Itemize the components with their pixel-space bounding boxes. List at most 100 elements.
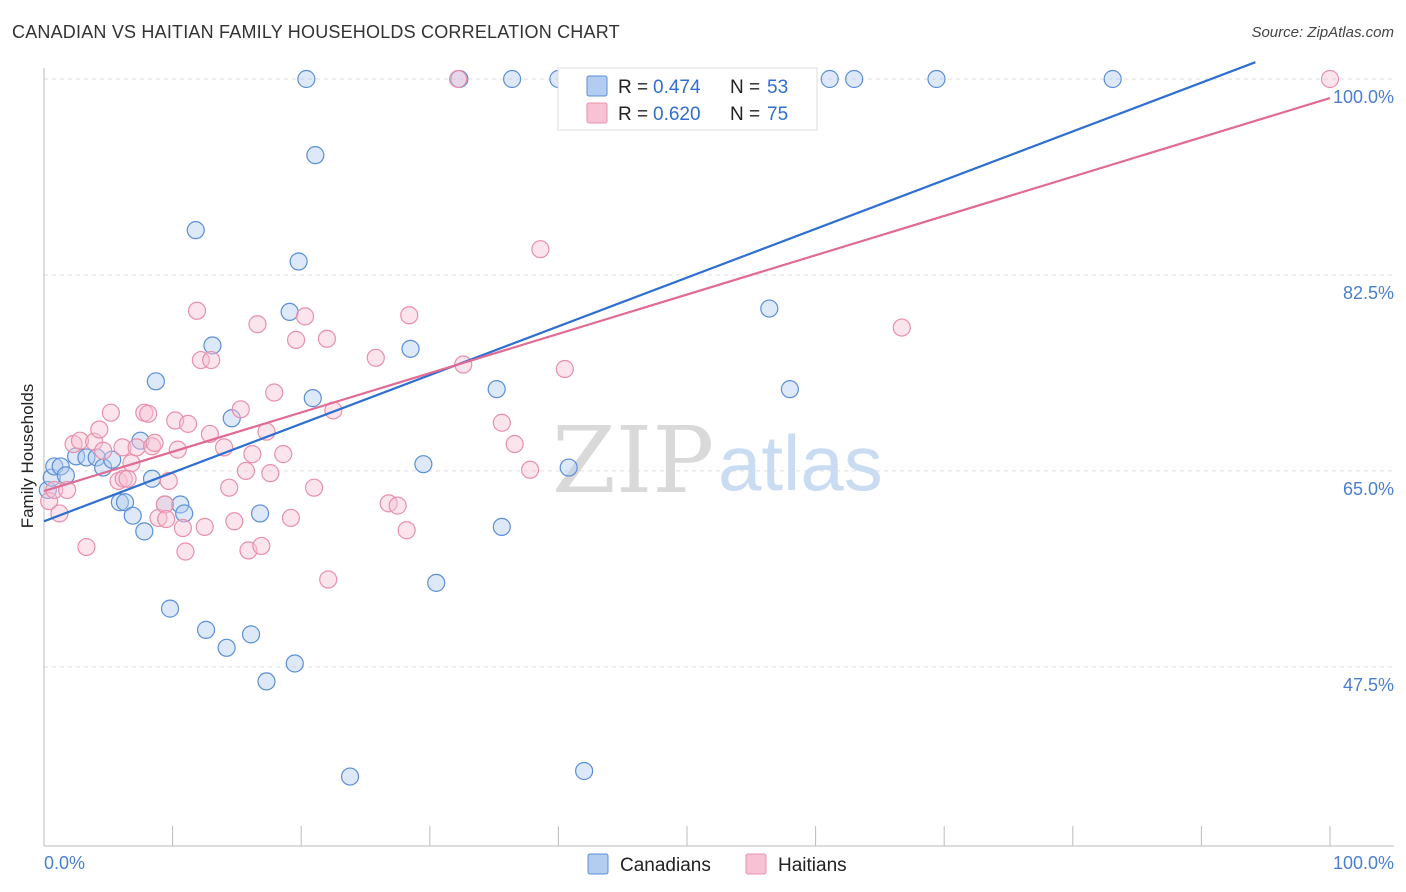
legend-r-value-canadians: 0.474 — [653, 77, 701, 98]
data-point-haitians — [113, 438, 132, 457]
legend-n-label-canadians: N = — [730, 77, 760, 98]
data-point-haitians — [70, 431, 90, 450]
data-point-canadians — [780, 380, 799, 399]
data-point-canadians — [820, 69, 839, 89]
data-point-canadians — [492, 517, 511, 536]
data-point-haitians — [388, 496, 407, 515]
data-point-haitians — [295, 307, 315, 326]
data-point-haitians — [142, 437, 162, 456]
data-point-haitians — [187, 301, 207, 320]
data-point-haitians — [366, 348, 385, 367]
y-tick-label: 100.0% — [1333, 87, 1394, 107]
data-point-haitians — [261, 464, 280, 483]
x-tick-label-max: 100.0% — [1333, 853, 1394, 873]
y-tick-label: 65.0% — [1343, 479, 1394, 499]
series-canadians — [38, 69, 1122, 786]
data-point-canadians — [289, 252, 308, 271]
data-point-canadians — [306, 146, 325, 165]
data-point-haitians — [145, 433, 164, 453]
data-point-canadians — [186, 221, 205, 240]
y-tick-label: 82.5% — [1343, 283, 1394, 303]
data-point-canadians — [297, 69, 316, 89]
data-point-haitians — [195, 517, 214, 536]
legend-r-value-haitians: 0.620 — [653, 104, 701, 125]
data-point-canadians — [135, 522, 154, 541]
data-point-haitians — [317, 329, 337, 348]
legend-swatch-canadians — [586, 75, 608, 97]
data-point-haitians — [1320, 69, 1340, 89]
data-point-haitians — [397, 521, 416, 540]
data-point-canadians — [340, 767, 360, 786]
y-tick-label: 47.5% — [1343, 675, 1394, 695]
gridlines — [44, 78, 1394, 668]
data-point-canadians — [427, 573, 446, 592]
trend-lines — [43, 61, 1331, 523]
chart-title: CANADIAN VS HAITIAN FAMILY HOUSEHOLDS CO… — [12, 22, 620, 42]
data-point-haitians — [173, 518, 192, 538]
data-point-haitians — [252, 536, 271, 556]
legend-r-label-canadians: R = — [618, 77, 648, 98]
data-point-canadians — [503, 69, 522, 89]
trend-line-canadians — [43, 61, 1256, 523]
series-legend-swatch-canadians — [587, 853, 609, 875]
data-point-haitians — [286, 330, 306, 349]
data-point-haitians — [118, 469, 137, 488]
stats-legend: R = 0.474 N = 53 R = 0.620 N = 75 — [557, 67, 818, 131]
data-point-haitians — [40, 492, 59, 511]
data-point-canadians — [927, 69, 946, 89]
axes — [43, 68, 1394, 847]
legend-r-label-haitians: R = — [618, 104, 648, 125]
data-point-haitians — [274, 445, 293, 464]
data-point-haitians — [448, 69, 468, 89]
data-point-haitians — [555, 359, 574, 379]
data-point-haitians — [157, 509, 176, 529]
data-point-haitians — [319, 570, 338, 589]
data-point-canadians — [115, 493, 135, 512]
data-point-haitians — [236, 461, 256, 480]
data-point-haitians — [77, 537, 96, 557]
data-point-haitians — [101, 403, 120, 422]
data-point-canadians — [241, 625, 261, 644]
y-tick-labels: 47.5% 65.0% 82.5% 100.0% — [1333, 87, 1394, 695]
data-point-canadians — [51, 457, 70, 476]
series-legend-label-haitians: Haitians — [778, 855, 847, 876]
data-point-haitians — [225, 512, 244, 531]
data-point-canadians — [196, 620, 216, 639]
data-point-canadians — [77, 448, 96, 467]
data-point-canadians — [146, 372, 165, 391]
series-legend-swatch-haitians — [745, 853, 767, 875]
data-point-canadians — [87, 448, 106, 467]
x-tick-label-min: 0.0% — [44, 853, 85, 873]
data-point-haitians — [202, 350, 221, 370]
data-point-canadians — [760, 299, 779, 318]
data-point-haitians — [191, 350, 210, 370]
data-point-haitians — [114, 469, 133, 488]
data-point-haitians — [243, 445, 262, 464]
data-point-canadians — [110, 493, 129, 512]
legend-n-value-canadians: 53 — [767, 77, 788, 98]
data-point-haitians — [94, 441, 113, 460]
data-point-canadians — [285, 654, 304, 673]
data-point-haitians — [90, 420, 109, 439]
data-point-haitians — [220, 478, 239, 497]
data-point-haitians — [231, 400, 250, 419]
legend-n-value-haitians: 75 — [767, 104, 788, 125]
data-point-haitians — [139, 404, 158, 423]
legend-swatch-haitians — [586, 102, 608, 124]
data-point-canadians — [217, 638, 236, 657]
data-point-canadians — [250, 504, 270, 523]
data-point-haitians — [400, 306, 419, 325]
data-point-haitians — [281, 508, 301, 528]
series-legend: Canadians Haitians — [587, 853, 847, 876]
data-point-haitians — [492, 413, 511, 432]
data-point-haitians — [505, 434, 524, 454]
data-point-canadians — [280, 302, 299, 321]
data-point-canadians — [414, 455, 433, 474]
data-point-canadians — [123, 506, 142, 525]
data-point-haitians — [521, 460, 540, 479]
data-point-canadians — [559, 458, 578, 477]
data-point-canadians — [257, 672, 276, 691]
data-point-canadians — [1103, 69, 1122, 89]
data-point-haitians — [892, 318, 911, 337]
